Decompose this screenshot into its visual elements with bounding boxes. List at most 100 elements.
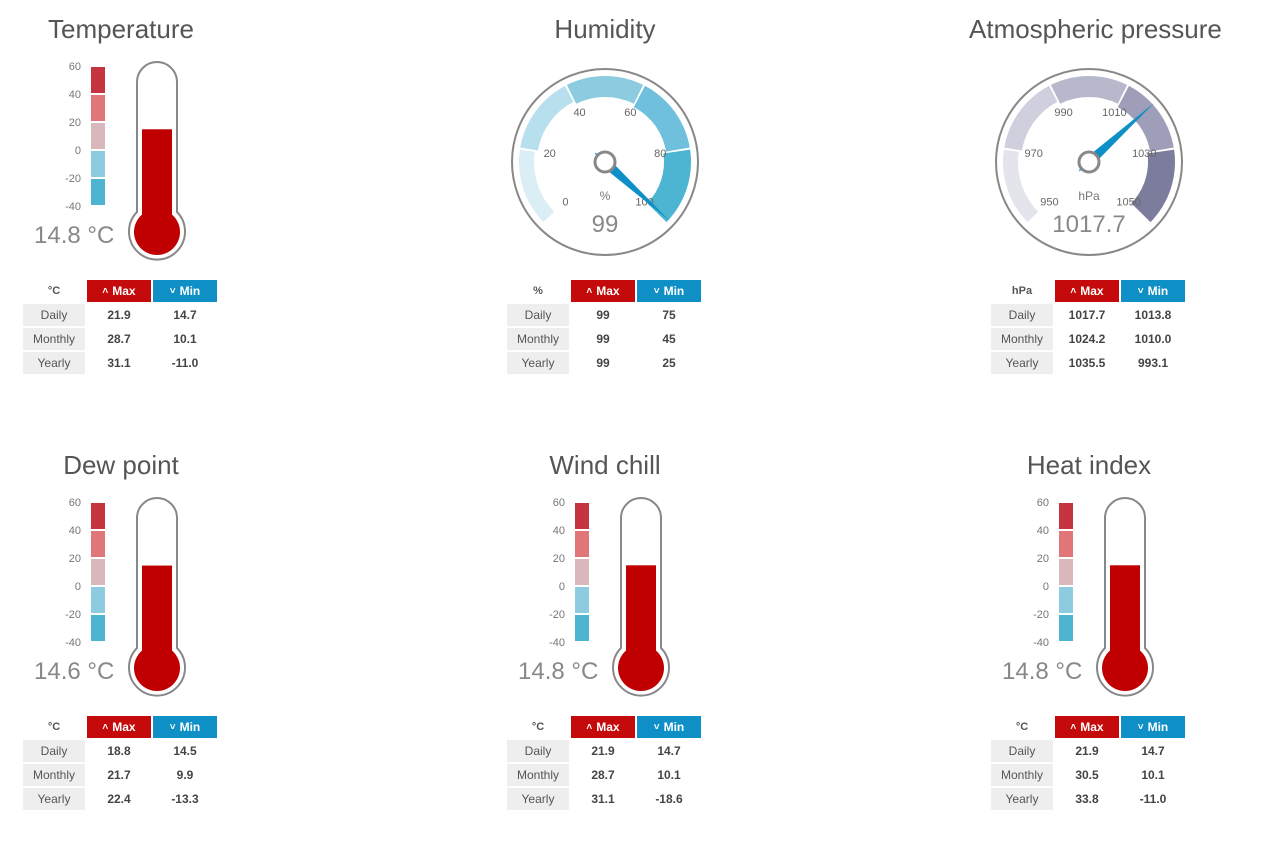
gauge-tick-label: 990 (1054, 107, 1072, 119)
mercury-bulb (134, 645, 180, 691)
thermo-tick-label: -20 (65, 609, 81, 621)
current-value: 14.6 °C (34, 658, 115, 685)
gauge-tick-label: 40 (573, 107, 585, 119)
yearly-max: 99 (596, 356, 610, 370)
monthly-max: 28.7 (107, 332, 131, 346)
row-label-monthly: Monthly (507, 764, 569, 786)
scale-segment (91, 587, 105, 613)
scale-segment (91, 179, 105, 205)
monthly-min: 10.1 (657, 768, 681, 782)
thermo-tick-label: 40 (1037, 525, 1049, 537)
scale-segment (575, 615, 589, 641)
windchill-panel: Wind chill 60 40 20 0 -20 -40 14.8 °C °C ˄ Max… (485, 440, 885, 860)
thermo-tick-label: 40 (553, 525, 565, 537)
panel-title: Dew point (63, 450, 179, 480)
max-header: ˄ Max (1055, 280, 1119, 302)
thermo-tick-label: 20 (1037, 553, 1049, 565)
stats-table: % ˄ Max ˅ Min Daily 99 75 Monthly 99 45 Yearly… (505, 278, 703, 376)
daily-min: 14.7 (1141, 744, 1165, 758)
daily-max: 18.8 (107, 744, 131, 758)
mercury-bulb (618, 645, 664, 691)
daily-max: 99 (596, 308, 610, 322)
gauge-band-segment (1003, 149, 1039, 223)
thermo-tick-label: 60 (69, 61, 81, 73)
monthly-min: 1010.0 (1134, 332, 1172, 346)
scale-segment (91, 95, 105, 121)
thermo-tick-label: 60 (1037, 497, 1049, 509)
thermo-tick-label: 20 (69, 117, 81, 129)
thermo-tick-label: 0 (75, 581, 81, 593)
panel-title: Atmospheric pressure (969, 14, 1222, 44)
row-label-monthly: Monthly (991, 764, 1053, 786)
daily-max: 21.9 (107, 308, 131, 322)
scale-segment (1059, 587, 1073, 613)
scale-segment (575, 559, 589, 585)
chevron-down-icon: ˅ (1137, 722, 1144, 733)
yearly-min: 25 (662, 356, 676, 370)
yearly-min: -13.3 (171, 792, 199, 806)
monthly-min: 45 (662, 332, 676, 346)
gauge-unit-label: hPa (1078, 189, 1100, 203)
scale-segment (91, 503, 105, 529)
scale-segment (1059, 615, 1073, 641)
gauge-tick-label: 1030 (1132, 148, 1156, 160)
daily-max: 21.9 (1075, 744, 1099, 758)
thermo-tick-label: 40 (69, 525, 81, 537)
monthly-min: 10.1 (173, 332, 197, 346)
row-label-monthly: Monthly (23, 328, 85, 350)
thermo-tick-label: -20 (65, 173, 81, 185)
scale-segment (91, 123, 105, 149)
row-label-monthly: Monthly (991, 328, 1053, 350)
current-value: 14.8 °C (518, 658, 599, 685)
yearly-min: 993.1 (1137, 356, 1169, 370)
min-header: ˅ Min (153, 280, 217, 302)
min-header: ˅ Min (637, 716, 701, 738)
chevron-up-icon: ˄ (586, 286, 593, 297)
scale-segment (91, 67, 105, 93)
gauge-tick-label: 950 (1040, 197, 1058, 209)
pressure-panel: Atmospheric pressure 950 970 990 1010 1030 10… (969, 4, 1267, 424)
unit-label: °C (531, 721, 545, 733)
row-label-yearly: Yearly (23, 788, 85, 810)
daily-max: 1017.7 (1068, 308, 1106, 322)
gauge-tick-label: 1010 (1102, 107, 1126, 119)
row-label-yearly: Yearly (507, 788, 569, 810)
panel-title: Heat index (1026, 450, 1152, 480)
max-header: ˄ Max (571, 716, 635, 738)
gauge-value-label: 99 (592, 211, 619, 238)
row-label-yearly: Yearly (991, 352, 1053, 374)
thermo-tick-label: -40 (549, 637, 565, 649)
mercury-bulb (1102, 645, 1148, 691)
thermo-tick-label: 0 (75, 145, 81, 157)
stats-table: °C ˄ Max ˅ Min Daily 21.9 14.7 Monthly 28.7 10… (21, 278, 219, 376)
gauge-tick-label: 0 (562, 197, 568, 209)
temperature-panel: Temperature 60 40 20 0 -20 -40 14.8 °C °C ˄ Ma… (1, 4, 401, 424)
scale-segment (91, 615, 105, 641)
chevron-up-icon: ˄ (102, 722, 109, 733)
thermo-tick-label: -20 (549, 609, 565, 621)
thermo-tick-label: -20 (1033, 609, 1049, 621)
gauge-hub (1077, 150, 1101, 174)
chevron-up-icon: ˄ (1070, 722, 1077, 733)
row-label-daily: Daily (507, 304, 569, 326)
gauge-tick-label: 80 (654, 148, 666, 160)
thermo-tick-label: 0 (559, 581, 565, 593)
daily-min: 14.7 (173, 308, 197, 322)
max-header: ˄ Max (87, 280, 151, 302)
max-header: ˄ Max (571, 280, 635, 302)
yearly-max: 33.8 (1075, 792, 1099, 806)
thermo-tick-label: 60 (69, 497, 81, 509)
thermometer: 60 40 20 0 -20 -40 (549, 497, 670, 697)
panel-title: Temperature (48, 14, 194, 44)
unit-label: °C (1015, 721, 1029, 733)
monthly-max: 30.5 (1075, 768, 1099, 782)
chevron-down-icon: ˅ (169, 286, 176, 297)
gauge-band-segment (1004, 85, 1058, 151)
heatindex-panel: Heat index 60 40 20 0 -20 -40 14.8 °C °C ˄ Max… (969, 440, 1267, 860)
monthly-max: 28.7 (591, 768, 615, 782)
gauge-tick-label: 60 (624, 107, 636, 119)
humidity-panel: Humidity 0 20 40 60 80 100% 99 % ˄ Max ˅ Min Dai… (485, 4, 885, 424)
mercury-bulb (134, 209, 180, 255)
gauge-band-segment (647, 149, 691, 223)
thermometer: 60 40 20 0 -20 -40 (65, 497, 186, 697)
